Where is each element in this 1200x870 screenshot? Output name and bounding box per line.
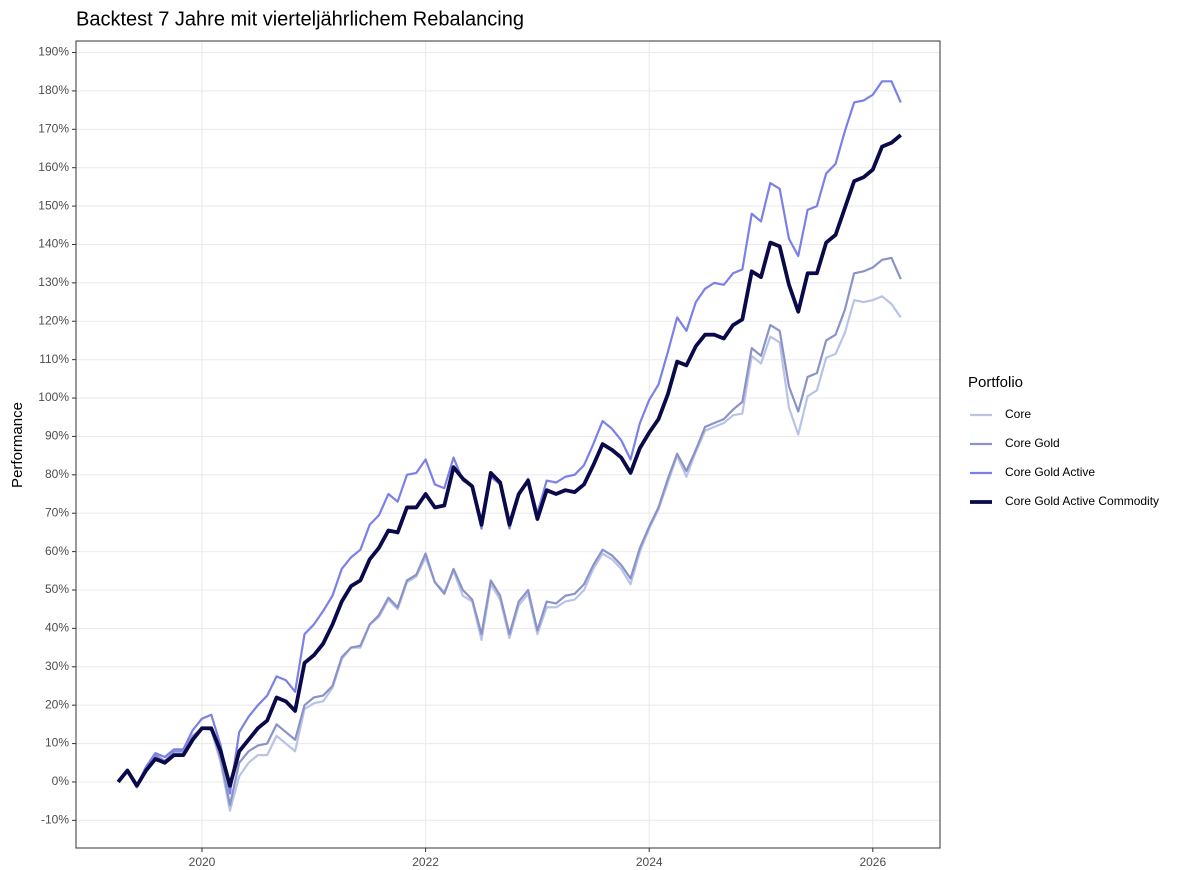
y-tick-label: 110% [39, 352, 69, 366]
legend-label: Core [1005, 407, 1031, 421]
y-tick-label: 140% [38, 237, 69, 251]
series-line [117, 256, 902, 807]
x-tick-label: 2024 [636, 855, 663, 869]
legend-label: Core Gold Active Commodity [1005, 494, 1159, 508]
y-tick-label: 100% [38, 390, 69, 404]
y-tick-label: 120% [38, 313, 69, 327]
x-tick-label: 2020 [189, 855, 216, 869]
series-line [117, 80, 902, 795]
y-tick-label: 40% [45, 621, 69, 635]
y-tick-label: 170% [38, 121, 69, 135]
y-tick-label: 70% [45, 505, 69, 519]
legend-label: Core Gold Active [1005, 465, 1095, 479]
x-tick-label: 2026 [859, 855, 886, 869]
chart-title: Backtest 7 Jahre mit vierteljährlichem R… [76, 8, 524, 30]
y-tick-label: 130% [38, 275, 69, 289]
y-axis-label: Performance [9, 402, 26, 488]
y-tick-label: 20% [45, 697, 69, 711]
legend-title: Portfolio [968, 374, 1023, 391]
y-tick-label: -10% [41, 813, 69, 827]
y-tick-label: 10% [45, 736, 69, 750]
series-line [117, 295, 902, 812]
y-tick-label: 60% [45, 544, 69, 558]
y-tick-label: 180% [38, 83, 69, 97]
y-tick-label: 50% [45, 582, 69, 596]
plot-border [75, 40, 941, 849]
y-tick-label: 90% [45, 429, 69, 443]
x-tick-label: 2022 [412, 855, 439, 869]
y-tick-label: 80% [45, 467, 69, 481]
plot-background [76, 41, 940, 848]
y-tick-label: 190% [38, 45, 69, 59]
legend-label: Core Gold [1005, 436, 1060, 450]
y-tick-label: 160% [38, 160, 69, 174]
series-line [116, 133, 902, 788]
y-tick-label: 150% [38, 198, 69, 212]
y-tick-label: 30% [45, 659, 69, 673]
y-tick-label: 0% [52, 774, 70, 788]
